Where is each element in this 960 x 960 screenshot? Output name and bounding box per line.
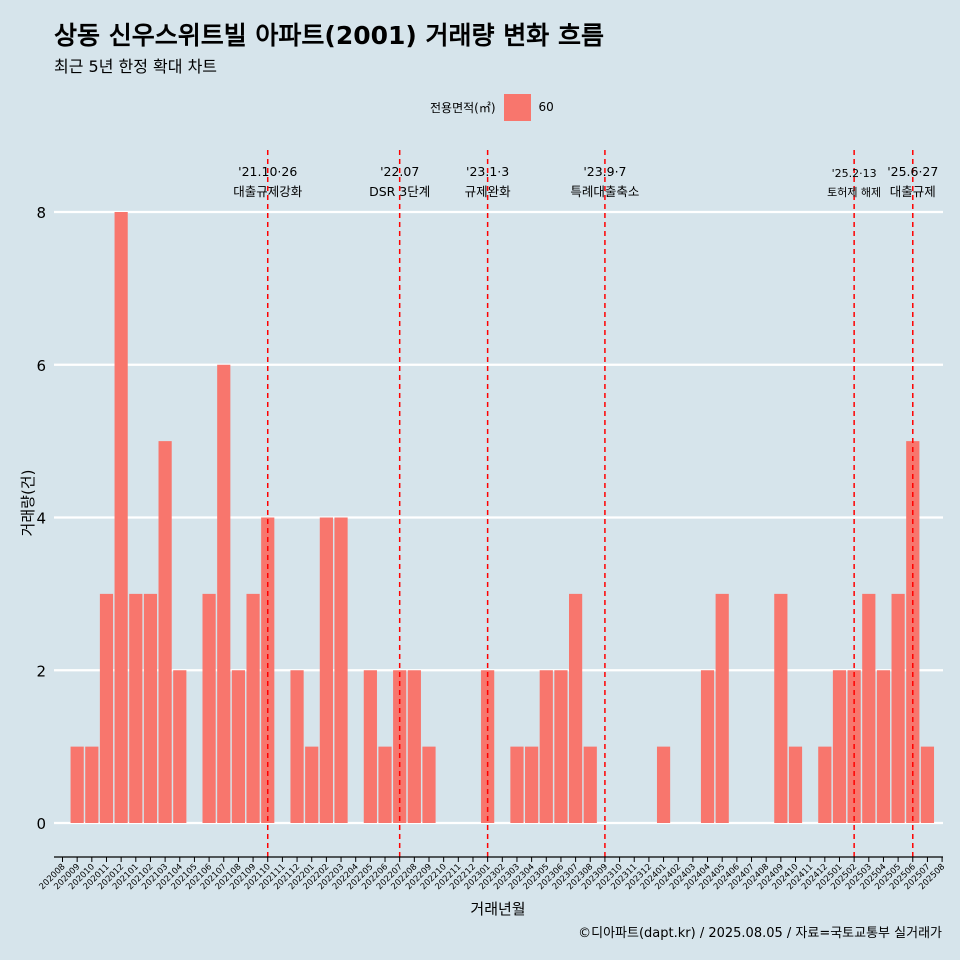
- bar: [818, 746, 832, 823]
- bar: [85, 746, 99, 823]
- bar: [231, 670, 246, 823]
- bar: [217, 364, 231, 823]
- bar: [143, 593, 158, 823]
- legend: 전용면적(㎡) 60: [430, 92, 554, 122]
- bar: [319, 517, 333, 823]
- bar: [569, 593, 583, 823]
- bar: [422, 746, 436, 823]
- bar: [774, 593, 788, 823]
- bar: [246, 593, 260, 823]
- y-tick-label: 2: [36, 662, 46, 680]
- bar: [363, 670, 377, 823]
- event-date-label: '23.9·7: [583, 164, 626, 179]
- bar: [525, 746, 539, 823]
- chart-subtitle: 최근 5년 한정 확대 차트: [54, 57, 218, 76]
- legend-title: 전용면적(㎡): [430, 100, 496, 115]
- event-name-label: 대출규제강화: [233, 184, 303, 199]
- bar: [700, 670, 715, 823]
- bar: [554, 670, 568, 823]
- y-tick-label: 0: [36, 815, 46, 833]
- bar: [832, 670, 847, 823]
- bar: [876, 670, 891, 823]
- bar: [99, 593, 114, 823]
- bar: [70, 746, 84, 823]
- event-date-label: '23.1·3: [466, 164, 509, 179]
- footer-credit: ©디아파트(dapt.kr) / 2025.08.05 / 자료=국토교통부 실…: [578, 926, 942, 941]
- bar: [920, 746, 935, 823]
- event-date-label: '25.2·13: [832, 167, 877, 180]
- bar: [261, 517, 275, 823]
- bar: [788, 746, 803, 823]
- y-tick-label: 4: [36, 510, 46, 528]
- bar: [114, 212, 128, 823]
- y-axis-title: 거래량(건): [19, 470, 37, 537]
- event-name-label: 규제완화: [465, 184, 512, 199]
- y-tick-label: 6: [36, 357, 46, 375]
- event-date-label: '21.10·26: [238, 164, 297, 179]
- bar: [656, 746, 671, 823]
- bar: [290, 670, 304, 823]
- legend-color-key: [503, 93, 531, 121]
- chart-title: 상동 신우스위트빌 아파트(2001) 거래량 변화 흐름: [54, 21, 604, 50]
- bar: [407, 670, 421, 823]
- bar: [334, 517, 348, 823]
- bar: [173, 670, 187, 823]
- event-name-label: 대출규제: [890, 184, 936, 199]
- bar: [378, 746, 392, 823]
- event-name-label: 특례대출축소: [570, 184, 639, 199]
- bar: [202, 593, 216, 823]
- event-name-label: DSR 3단계: [369, 184, 430, 199]
- bar: [715, 593, 729, 823]
- bar: [510, 746, 524, 823]
- bar: [906, 441, 920, 823]
- bar: [862, 593, 876, 823]
- bar: [539, 670, 553, 823]
- bar: [129, 593, 143, 823]
- x-axis-title: 거래년월: [470, 900, 525, 918]
- event-date-label: '22.07: [380, 164, 419, 179]
- y-tick-label: 8: [36, 204, 46, 222]
- bar: [891, 593, 905, 823]
- event-date-label: '25.6·27: [887, 164, 938, 179]
- bar: [305, 746, 319, 823]
- bar: [583, 746, 597, 823]
- event-name-label: 토허제 해제: [827, 185, 881, 199]
- bar: [158, 441, 172, 823]
- legend-label: 60: [538, 100, 554, 114]
